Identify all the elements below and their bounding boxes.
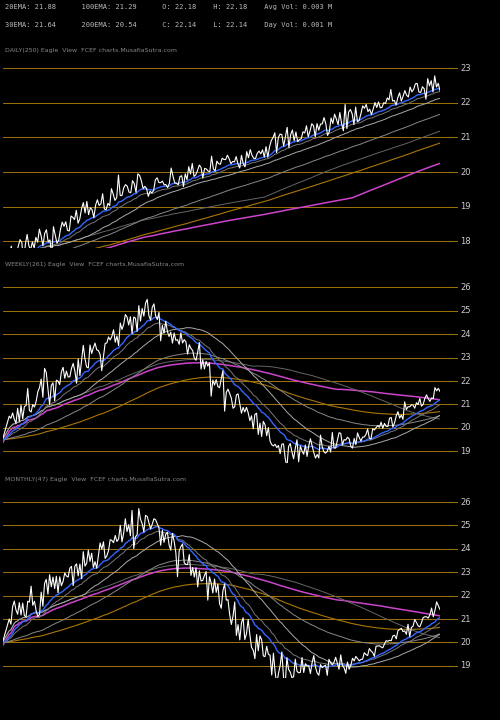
Text: 26: 26 — [460, 283, 471, 292]
Text: 23: 23 — [460, 63, 471, 73]
Text: DAILY(250) Eagle  View  FCEF charts.MusafiaSutra.com: DAILY(250) Eagle View FCEF charts.Musafi… — [5, 48, 177, 53]
Text: 21: 21 — [460, 614, 470, 624]
Text: 20EMA: 21.88      100EMA: 21.29      O: 22.18    H: 22.18    Avg Vol: 0.003 M: 20EMA: 21.88 100EMA: 21.29 O: 22.18 H: 2… — [5, 4, 332, 10]
Text: 23: 23 — [460, 567, 471, 577]
Text: 19: 19 — [460, 446, 470, 456]
Text: 24: 24 — [460, 330, 470, 339]
Text: WEEKLY(261) Eagle  View  FCEF charts.MusafiaSutra.com: WEEKLY(261) Eagle View FCEF charts.Musaf… — [5, 263, 184, 267]
Text: 24: 24 — [460, 544, 470, 554]
Text: 20: 20 — [460, 423, 470, 432]
Text: 25: 25 — [460, 306, 470, 315]
Text: 30EMA: 21.64      200EMA: 20.54      C: 22.14    L: 22.14    Day Vol: 0.001 M: 30EMA: 21.64 200EMA: 20.54 C: 22.14 L: 2… — [5, 22, 332, 28]
Text: 21: 21 — [460, 133, 470, 142]
Text: 25: 25 — [460, 521, 470, 530]
Text: 19: 19 — [460, 661, 470, 670]
Text: 26: 26 — [460, 498, 471, 507]
Text: 22: 22 — [460, 99, 470, 107]
Text: MONTHLY(47) Eagle  View  FCEF charts.MusafiaSutra.com: MONTHLY(47) Eagle View FCEF charts.Musaf… — [5, 477, 186, 482]
Text: 22: 22 — [460, 377, 470, 386]
Text: 22: 22 — [460, 591, 470, 600]
Text: 21: 21 — [460, 400, 470, 409]
Text: 20: 20 — [460, 638, 470, 647]
Text: 23: 23 — [460, 354, 471, 362]
Text: 18: 18 — [460, 237, 471, 246]
Text: 20: 20 — [460, 168, 470, 176]
Text: 19: 19 — [460, 202, 470, 211]
